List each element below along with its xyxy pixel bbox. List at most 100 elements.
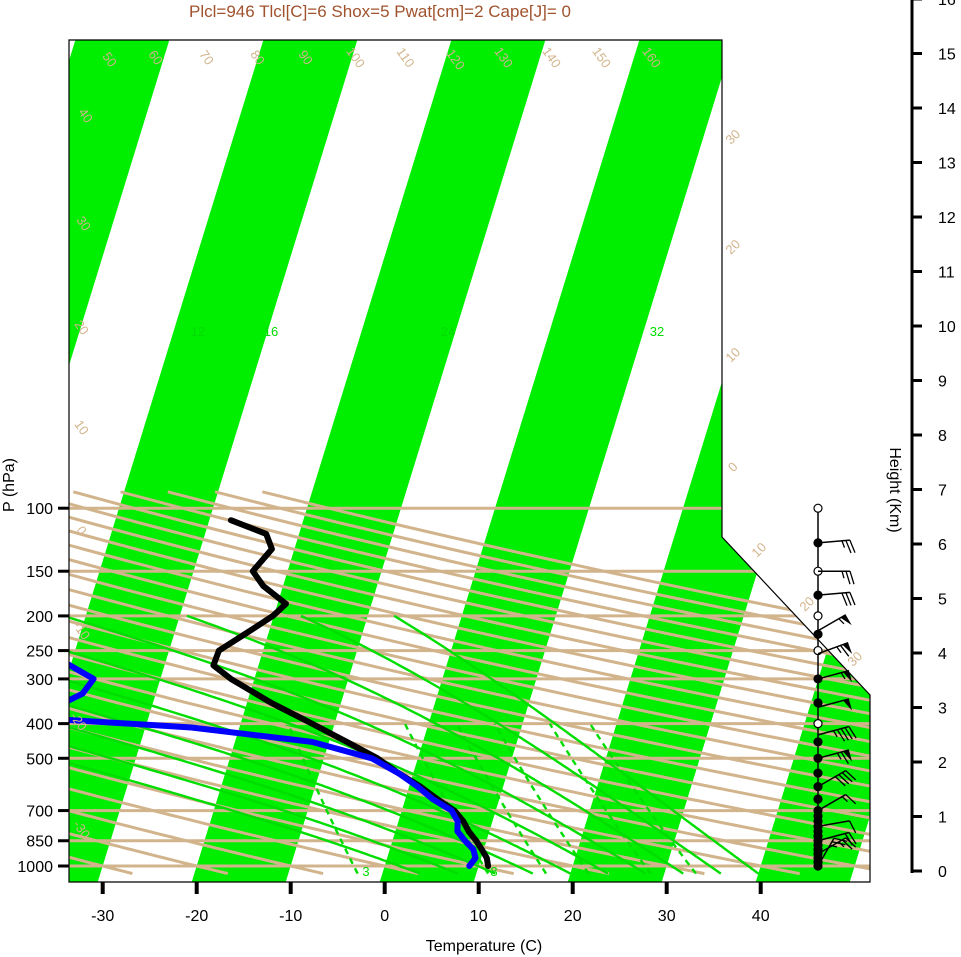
theta-label: 90	[295, 47, 316, 67]
height-tick-label: 11	[938, 265, 955, 282]
temperature-profile	[210, 517, 492, 869]
dry-adiabat	[69, 490, 870, 876]
mixing-ratio-lines	[69, 614, 760, 875]
isotherm-label: 20	[71, 317, 92, 337]
y-tick-label: 250	[26, 644, 53, 661]
wind-barb	[817, 725, 857, 742]
moist-adiabat	[69, 614, 459, 875]
height-tick-label: 15	[938, 47, 956, 64]
dry-adiabat	[69, 490, 870, 876]
height-tick-label: 13	[938, 156, 956, 173]
wind-barb	[817, 820, 857, 834]
y-tick-label: 500	[26, 751, 53, 768]
dry-adiabat	[69, 490, 610, 876]
y-tick-label: 850	[26, 834, 53, 851]
isotherm-label: 0	[725, 459, 741, 475]
y-tick-label: 300	[26, 672, 53, 689]
y-axis-label: P (hPa)	[1, 458, 18, 512]
x-tick-label: 0	[380, 908, 389, 925]
theta-label: 10	[748, 539, 769, 560]
wind-barb	[817, 749, 853, 764]
dry-adiabat	[69, 490, 870, 876]
wind-barb	[817, 539, 856, 554]
theta-label: 60	[145, 47, 166, 67]
dry-adiabat	[69, 490, 870, 876]
isotherm-label: 10	[71, 417, 92, 437]
moist-adiabat	[393, 614, 760, 875]
dry-adiabat	[69, 490, 870, 876]
x-tick-label: -20	[185, 908, 208, 925]
isotherm-stripe	[356, 40, 746, 882]
mixing-ratio-line	[286, 723, 359, 875]
y-tick-label: 100	[26, 501, 53, 518]
mixing-ratio-line	[455, 723, 548, 875]
moist-adiabat	[300, 614, 722, 875]
wind-barb	[817, 669, 853, 683]
dry-adiabat	[69, 490, 870, 876]
dry-adiabat	[69, 490, 870, 876]
isotherm-stripe	[544, 40, 870, 882]
moist-adiabat	[69, 614, 496, 875]
y-tick-label: 150	[26, 564, 53, 581]
moist-adiabat	[69, 614, 609, 875]
x-tick-label: -30	[91, 908, 114, 925]
theta-label: 110	[394, 45, 418, 71]
x-tick-label: 10	[470, 908, 488, 925]
chart-title: Plcl=946 Tlcl[C]=6 Shox=5 Pwat[cm]=2 Cap…	[189, 2, 571, 21]
wind-barb	[817, 698, 853, 711]
height-tick-label: 1	[938, 810, 947, 827]
wind-level-dot	[813, 611, 823, 621]
dry-adiabat	[69, 490, 870, 876]
dry-adiabat	[69, 490, 419, 876]
wind-barb	[817, 793, 857, 812]
x-tick-label: -10	[279, 908, 302, 925]
y-tick-label: 400	[26, 717, 53, 734]
y-tick-label: 700	[26, 804, 53, 821]
x-tick-label: 20	[564, 908, 582, 925]
height-tick-label: 0	[938, 864, 947, 881]
wind-barb	[817, 642, 853, 657]
theta-label: 140	[539, 44, 564, 70]
isotherm-label: 10	[722, 344, 743, 365]
x-tick-label: 30	[658, 908, 676, 925]
moist-adiabat	[69, 622, 421, 875]
height-tick-label: 8	[938, 428, 947, 445]
y-tick-label: 1000	[17, 859, 53, 876]
theta-label: 70	[196, 47, 217, 67]
mixing-ratio-line	[493, 723, 590, 875]
theta-label: 150	[589, 44, 614, 70]
dry-adiabat	[69, 490, 324, 876]
theta-label: 50	[99, 49, 120, 69]
isotherm-stripe	[168, 40, 558, 882]
mixing-ratio-label: 24	[441, 324, 455, 339]
height-axis-label: Height (Km)	[886, 447, 903, 532]
plot-frame	[68, 39, 871, 883]
mixing-ratio-label: 12	[191, 324, 205, 339]
wind-barb	[817, 831, 857, 846]
wind-barb-profile	[813, 503, 857, 871]
theta-label: 30	[844, 648, 865, 669]
wind-barb	[818, 570, 855, 585]
dry-adiabat	[69, 490, 800, 876]
height-tick-label: 16	[938, 0, 956, 9]
mixing-ratio-label: 16	[264, 324, 278, 339]
isotherm-label: 30	[722, 126, 743, 147]
height-tick-label: 3	[938, 701, 947, 718]
mixing-ratio-label: 32	[650, 324, 664, 339]
wind-level-dot	[813, 719, 823, 729]
axes: -30 -20 -10 0 10 20 30 40 100 150 200 250 300 400 500 7…	[17, 501, 769, 925]
wind-level-dot	[813, 629, 823, 639]
mixing-ratio-line	[548, 722, 652, 875]
wind-level-dot	[813, 503, 823, 513]
sounding-profiles	[69, 517, 492, 869]
dry-adiabat	[69, 490, 870, 876]
moist-adiabat	[186, 614, 684, 875]
dry-adiabat	[72, 490, 870, 876]
height-tick-label: 12	[938, 210, 956, 227]
height-tick-label: 10	[938, 319, 956, 336]
isotherm-label: 30	[73, 213, 94, 233]
dry-adiabat	[69, 490, 229, 876]
height-tick-label: 4	[938, 646, 947, 663]
